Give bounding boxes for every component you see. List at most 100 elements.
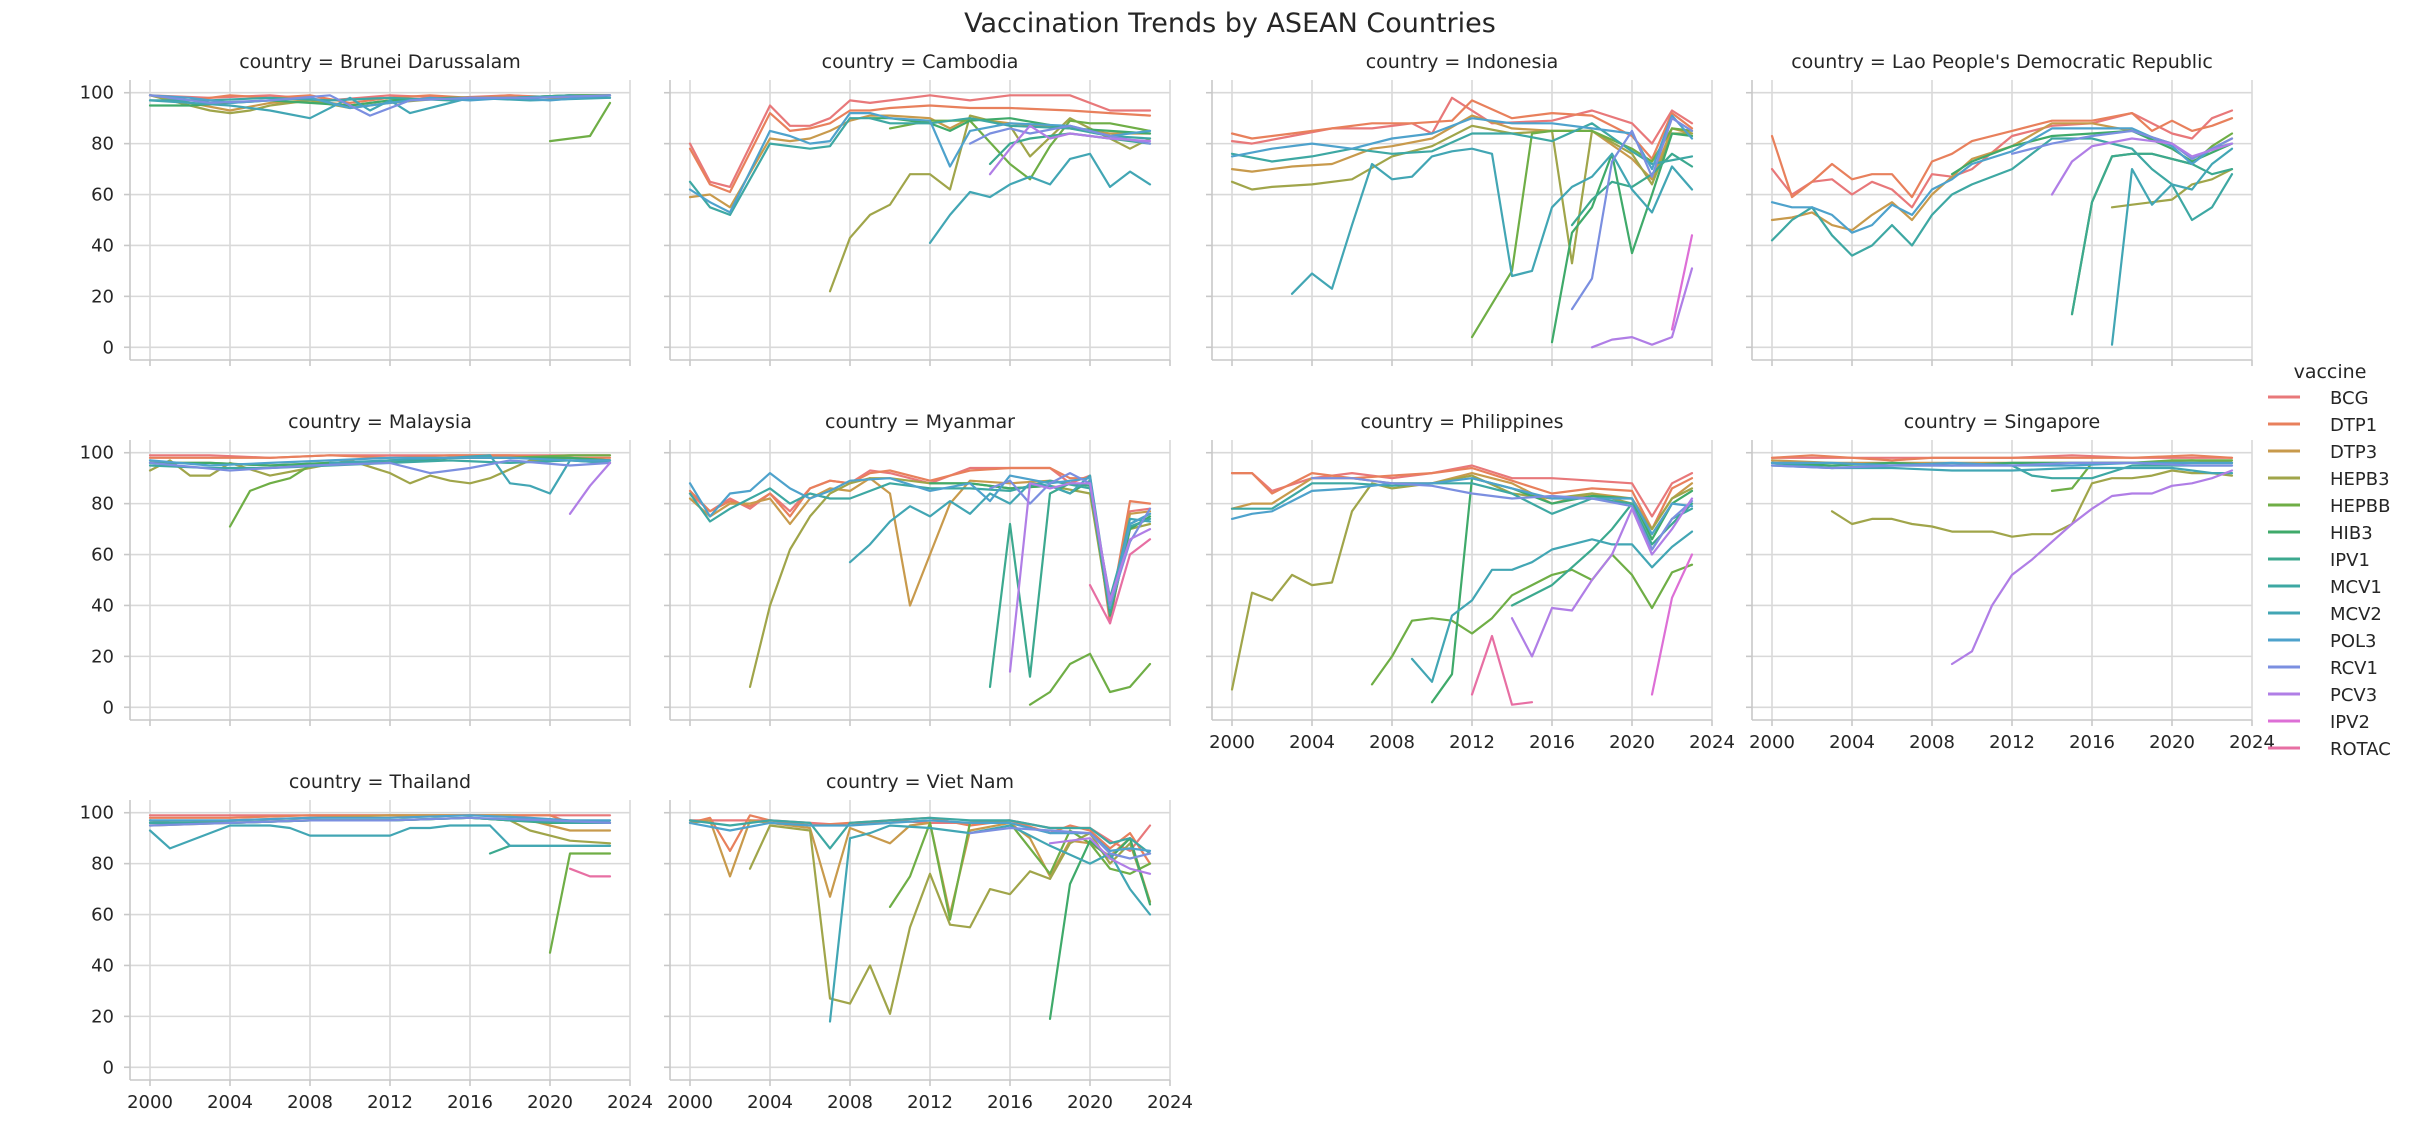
series-line-rotac xyxy=(1470,634,1534,706)
facet-title: country = Indonesia xyxy=(1366,51,1559,73)
series-line-pol3 xyxy=(688,472,1152,610)
facet-panel: country = Indonesia xyxy=(1206,51,1713,366)
y-tick-label: 0 xyxy=(103,697,114,718)
series-line-hepb3 xyxy=(2110,168,2234,209)
facet-title: country = Thailand xyxy=(289,771,471,793)
series-line-dtp1 xyxy=(1230,99,1694,160)
series-line-hepbb xyxy=(2070,132,2234,316)
series-line-dtp1 xyxy=(688,466,1152,615)
series-line-bcg xyxy=(1230,96,1694,145)
legend-entry: DTP1 xyxy=(2268,415,2377,436)
series-line-pcv3 xyxy=(988,124,1152,176)
x-tick-label: 2004 xyxy=(1829,732,1875,753)
series-line-ipv2 xyxy=(1650,553,1694,696)
x-tick-label: 2000 xyxy=(127,1092,173,1113)
series-line-pcv3 xyxy=(1590,267,1694,349)
legend-title: vaccine xyxy=(2294,361,2367,383)
x-tick-label: 2004 xyxy=(747,1092,793,1113)
legend-label: ROTAC xyxy=(2330,739,2391,760)
facet-title: country = Cambodia xyxy=(822,51,1019,73)
series-line-rcv1 xyxy=(1770,461,2234,470)
series-line-hepb3 xyxy=(1230,474,1694,691)
series-line-pol3 xyxy=(688,111,1152,214)
facet-grid: country = Brunei Darussalam020406080100c… xyxy=(80,51,2275,1113)
facet-title: country = Lao People's Democratic Republ… xyxy=(1791,51,2213,73)
legend-entry: RCV1 xyxy=(2268,658,2378,679)
series-line-mcv1 xyxy=(688,816,1152,855)
series-line-hepb3 xyxy=(1230,124,1694,265)
x-tick-label: 2004 xyxy=(1289,732,1335,753)
series-line-ipv1 xyxy=(1570,152,1694,227)
series-line-hib3 xyxy=(1550,132,1694,344)
legend-label: PCV3 xyxy=(2330,685,2377,706)
legend-label: DTP1 xyxy=(2330,415,2377,436)
y-tick-label: 100 xyxy=(80,83,114,104)
series-line-pcv3 xyxy=(568,461,612,515)
legend-label: IPV2 xyxy=(2330,712,2370,733)
x-tick-label: 2012 xyxy=(1449,732,1495,753)
facet-title: country = Brunei Darussalam xyxy=(239,51,521,73)
x-tick-label: 2016 xyxy=(447,1092,493,1113)
y-tick-label: 60 xyxy=(91,905,114,926)
facet-panel: country = Brunei Darussalam 0 20 40 60 80 100 xyxy=(80,51,631,366)
series-line-pcv3 xyxy=(1048,837,1152,875)
series-line-dtp1 xyxy=(1770,454,2234,462)
series-line-hepbb xyxy=(548,101,612,143)
chart-title: Vaccination Trends by ASEAN Countries xyxy=(964,8,1496,39)
series-line-rcv1 xyxy=(2010,129,2234,160)
series-line-pcv3 xyxy=(1008,482,1152,673)
series-line-hib3 xyxy=(1430,477,1694,704)
series-line-hepbb xyxy=(888,119,1152,181)
legend-entries: BCG DTP1 DTP3 HEPB3 HEPBB HIB3 IPV1 MCV1 MCV2 POL… xyxy=(2268,388,2391,760)
x-tick-label: 2016 xyxy=(2069,732,2115,753)
series-line-rcv1 xyxy=(1570,117,1694,311)
series-line-bcg xyxy=(688,94,1152,188)
legend-entry: HEPBB xyxy=(2268,496,2390,517)
legend: vaccine BCG DTP1 DTP3 HEPB3 HEPBB HIB3 IPV1 MCV… xyxy=(2268,361,2391,760)
x-tick-label: 2020 xyxy=(2149,732,2195,753)
legend-label: HEPB3 xyxy=(2330,469,2390,490)
facet-panel: country = Lao People's Democratic Republ… xyxy=(1746,51,2253,366)
legend-label: POL3 xyxy=(2330,631,2377,652)
series-line-mcv2 xyxy=(1410,530,1694,683)
series-line-mcv2 xyxy=(1770,464,2234,475)
legend-label: IPV1 xyxy=(2330,550,2370,571)
legend-entry: HEPB3 xyxy=(2268,469,2390,490)
x-tick-label: 2016 xyxy=(987,1092,1033,1113)
series-line-mcv2 xyxy=(148,824,612,850)
y-tick-label: 40 xyxy=(91,235,114,256)
series-line-dtp1 xyxy=(1230,466,1694,531)
series-line-pcv3 xyxy=(1510,497,1694,658)
series-line-dtp1 xyxy=(688,104,1152,194)
series-line-pcv3 xyxy=(1950,469,2234,666)
x-tick-label: 2008 xyxy=(1909,732,1955,753)
series-line-pol3 xyxy=(148,456,612,467)
legend-label: DTP3 xyxy=(2330,442,2377,463)
series-line-hepbb xyxy=(888,821,1152,921)
series-line-pol3 xyxy=(688,819,1152,853)
facet-title: country = Viet Nam xyxy=(826,771,1014,793)
series-line-hib3 xyxy=(1048,837,1152,1021)
x-tick-label: 2020 xyxy=(1067,1092,1113,1113)
series-line-mcv1 xyxy=(688,117,1152,216)
y-tick-label: 0 xyxy=(103,337,114,358)
series-line-rcv1 xyxy=(148,816,612,827)
legend-entry: IPV1 xyxy=(2268,550,2370,571)
facet-panel: country = Myanmar xyxy=(664,411,1171,726)
series-line-mcv2 xyxy=(1290,147,1694,295)
facet-title: country = Singapore xyxy=(1904,411,2101,433)
series-line-rcv1 xyxy=(1310,477,1694,551)
y-tick-label: 100 xyxy=(80,803,114,824)
legend-entry: MCV1 xyxy=(2268,577,2382,598)
facet-panel: country = Viet Nam 2000 2004 2008 2012 2016 20… xyxy=(664,771,1193,1113)
series-line-rcv1 xyxy=(148,94,612,117)
facet-panel: country = Cambodia xyxy=(664,51,1171,366)
facet-title: country = Philippines xyxy=(1360,411,1563,433)
y-tick-label: 100 xyxy=(80,443,114,464)
x-tick-label: 2008 xyxy=(1369,732,1415,753)
x-tick-label: 2012 xyxy=(1989,732,2035,753)
series-line-dtp3 xyxy=(688,477,1152,615)
series-line-hepbb xyxy=(1028,652,1152,706)
legend-entry: DTP3 xyxy=(2268,442,2377,463)
series-line-mcv2 xyxy=(828,824,1152,1023)
